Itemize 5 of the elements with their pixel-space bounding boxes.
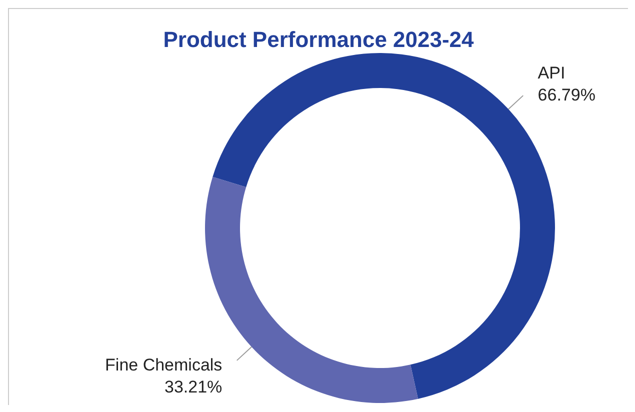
slice-label: API: [538, 64, 566, 83]
data-label: 66.79%: [538, 86, 596, 105]
slice-label: Fine Chemicals: [105, 356, 222, 375]
chart-title: Product Performance 2023-24: [162, 27, 475, 53]
data-label: 33.21%: [164, 378, 222, 397]
